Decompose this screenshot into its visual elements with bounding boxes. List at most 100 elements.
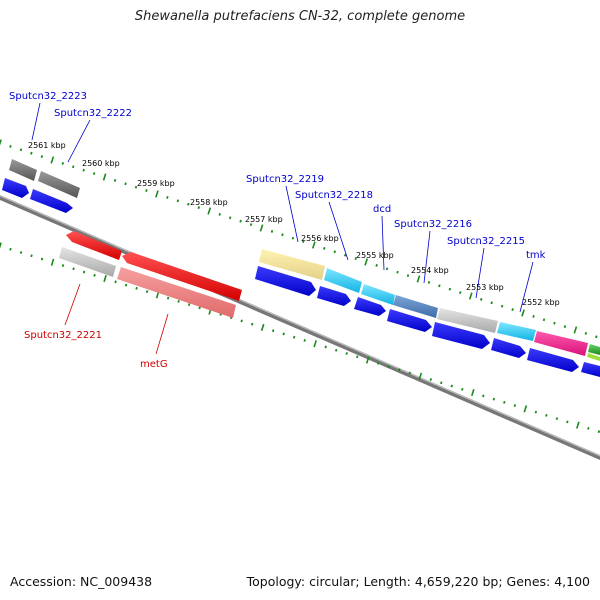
major-tick: [364, 258, 368, 266]
cds-arrow[interactable]: [2, 178, 29, 198]
minor-tick: [82, 270, 86, 274]
major-tick: [311, 241, 316, 249]
gene-feature[interactable]: [587, 353, 600, 361]
gene-label[interactable]: Sputcn32_2223: [9, 91, 87, 102]
minor-tick: [249, 223, 253, 227]
cds-arrow[interactable]: [527, 348, 579, 372]
ruler-label: 2561 kbp: [28, 141, 66, 150]
gene-label[interactable]: metG: [140, 359, 168, 370]
minor-tick: [113, 178, 117, 182]
major-tick: [471, 388, 475, 397]
minor-tick: [271, 329, 275, 333]
minor-tick: [250, 322, 254, 326]
minor-tick: [343, 253, 347, 257]
major-tick: [365, 356, 370, 364]
gene-feature[interactable]: [66, 231, 122, 260]
minor-tick: [356, 355, 359, 359]
cds-arrow[interactable]: [30, 189, 73, 213]
minor-tick: [398, 368, 401, 372]
minor-tick: [500, 304, 504, 308]
gene-feature[interactable]: [38, 171, 80, 198]
cds-arrow[interactable]: [354, 297, 386, 316]
minor-tick: [187, 202, 190, 206]
gene-feature[interactable]: [393, 295, 438, 318]
cds-arrow[interactable]: [255, 266, 316, 296]
minor-tick: [324, 345, 327, 349]
cds-arrow[interactable]: [432, 322, 490, 349]
gene-label[interactable]: Sputcn32_2219: [246, 174, 324, 185]
gene-feature[interactable]: [588, 344, 600, 355]
accession-text: Accession: NC_009438: [10, 574, 153, 589]
minor-tick: [385, 267, 389, 271]
forward-strand-cds-row: [2, 178, 600, 377]
minor-tick: [270, 229, 274, 233]
minor-tick: [176, 199, 180, 203]
gene-feature[interactable]: [497, 322, 536, 341]
minor-tick: [61, 264, 65, 267]
major-tick: [207, 207, 212, 215]
ruler-label: 2552 kbp: [522, 298, 560, 307]
cds-arrow[interactable]: [317, 286, 351, 306]
gene-label[interactable]: dcd: [373, 204, 391, 215]
major-tick: [468, 292, 473, 300]
minor-tick: [440, 381, 443, 385]
minor-tick: [427, 280, 431, 284]
minor-tick: [177, 299, 180, 303]
minor-tick: [555, 417, 559, 421]
gene-feature[interactable]: [259, 249, 325, 280]
minor-tick: [145, 290, 149, 294]
minor-tick: [72, 267, 75, 271]
major-tick: [576, 421, 580, 429]
minor-tick: [135, 286, 138, 290]
gene-label[interactable]: Sputcn32_2222: [54, 108, 132, 119]
minor-tick: [92, 172, 96, 176]
minor-tick: [587, 426, 590, 430]
minor-tick: [448, 287, 452, 291]
major-tick: [521, 309, 525, 317]
minor-tick: [542, 318, 546, 322]
minor-tick: [333, 250, 336, 254]
major-tick: [259, 224, 264, 232]
gene-label[interactable]: Sputcn32_2221: [24, 330, 102, 341]
gene-label[interactable]: Sputcn32_2216: [394, 219, 472, 230]
minor-tick: [408, 371, 411, 375]
cds-arrow[interactable]: [491, 338, 526, 358]
gene-label[interactable]: Sputcn32_2215: [447, 236, 525, 247]
major-tick: [260, 323, 265, 332]
major-tick: [573, 326, 578, 334]
major-tick: [50, 258, 55, 266]
minor-tick: [72, 165, 75, 169]
gene-feature[interactable]: [534, 331, 588, 356]
minor-tick: [9, 247, 12, 251]
gene-feature[interactable]: [9, 159, 37, 181]
label-leader: [64, 283, 81, 326]
minor-tick: [461, 387, 464, 391]
minor-tick: [503, 400, 506, 404]
gene-feature[interactable]: [324, 268, 362, 293]
minor-tick: [166, 195, 169, 199]
inner-tick-track: [0, 242, 600, 434]
cds-arrow[interactable]: [581, 362, 600, 377]
cds-arrow[interactable]: [387, 309, 432, 332]
gene-feature[interactable]: [122, 252, 242, 301]
minor-tick: [166, 296, 170, 300]
label-leader: [423, 230, 431, 284]
minor-tick: [396, 270, 399, 274]
gene-label[interactable]: Sputcn32_2218: [295, 190, 373, 201]
minor-tick: [19, 251, 23, 254]
major-tick: [523, 405, 528, 413]
gene-feature[interactable]: [437, 308, 498, 333]
minor-tick: [291, 236, 295, 240]
gene-feature[interactable]: [117, 267, 236, 318]
gene-feature[interactable]: [59, 247, 116, 277]
major-tick: [50, 156, 55, 164]
minor-tick: [459, 291, 462, 295]
gene-feature[interactable]: [361, 284, 395, 305]
major-tick: [418, 372, 423, 380]
label-leader: [328, 201, 349, 261]
minor-tick: [9, 144, 12, 148]
gene-label[interactable]: tmk: [526, 250, 546, 261]
minor-tick: [292, 335, 296, 339]
minor-tick: [302, 240, 305, 244]
minor-tick: [354, 257, 357, 261]
